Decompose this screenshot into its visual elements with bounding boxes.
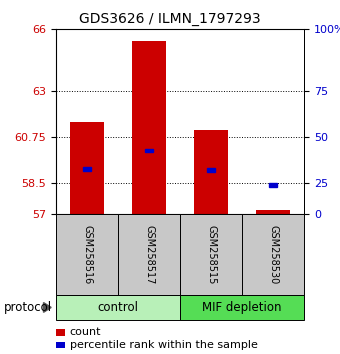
Text: control: control	[98, 301, 139, 314]
Text: count: count	[70, 327, 101, 337]
Bar	[70, 122, 104, 214]
Text: MIF depletion: MIF depletion	[203, 301, 282, 314]
Text: GSM258515: GSM258515	[206, 225, 216, 284]
Text: GDS3626 / ILMN_1797293: GDS3626 / ILMN_1797293	[79, 12, 261, 27]
Polygon shape	[44, 303, 51, 312]
Text: GSM258517: GSM258517	[144, 225, 154, 284]
Text: protocol: protocol	[3, 301, 52, 314]
Bar	[145, 149, 153, 152]
Bar	[132, 41, 166, 214]
Text: percentile rank within the sample: percentile rank within the sample	[70, 340, 258, 350]
Text: GSM258516: GSM258516	[82, 225, 92, 284]
Bar	[83, 167, 91, 171]
Bar	[256, 210, 290, 214]
Bar	[269, 183, 277, 187]
Bar	[194, 130, 228, 214]
Bar	[207, 168, 215, 172]
Text: GSM258530: GSM258530	[268, 225, 278, 284]
